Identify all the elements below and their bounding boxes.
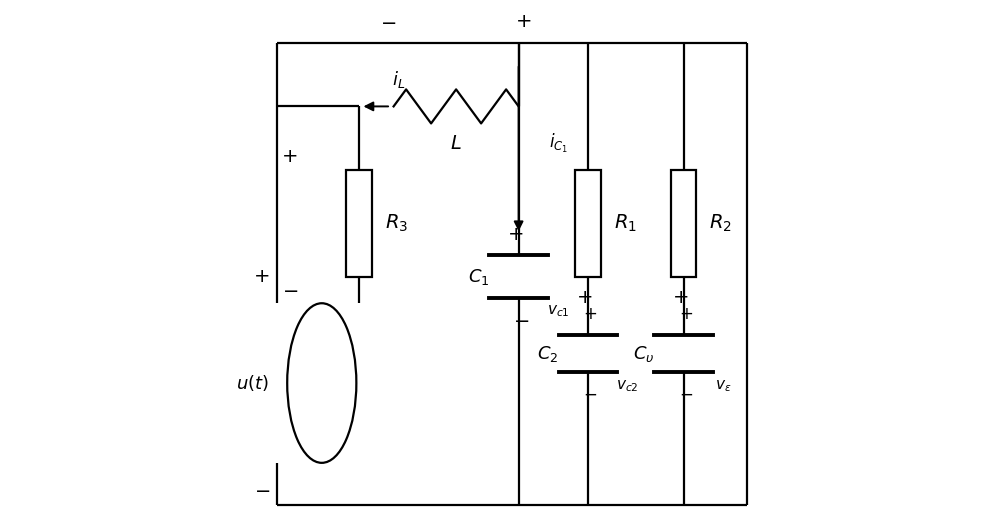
Text: $C_2$: $C_2$ (537, 344, 559, 364)
Text: $-$: $-$ (513, 310, 529, 329)
Bar (671, 170, 696, 277)
Text: +: + (516, 12, 532, 31)
Bar (575, 170, 601, 277)
Text: $v_{c2}$: $v_{c2}$ (616, 378, 639, 394)
Text: $v_{\varepsilon}$: $v_{\varepsilon}$ (715, 378, 732, 394)
Text: $v_{c1}$: $v_{c1}$ (547, 303, 570, 319)
Text: +: + (673, 288, 689, 307)
Text: $L$: $L$ (450, 134, 462, 153)
Text: $-$: $-$ (380, 12, 396, 31)
Text: +: + (577, 288, 593, 307)
Text: +: + (253, 267, 270, 286)
Text: +: + (508, 225, 524, 244)
Text: $-$: $-$ (254, 480, 270, 499)
Text: $-$: $-$ (583, 385, 598, 403)
Text: $R_2$: $R_2$ (709, 213, 732, 234)
Text: $i_L$: $i_L$ (392, 69, 406, 90)
Text: +: + (282, 147, 298, 167)
Text: $C_1$: $C_1$ (468, 267, 489, 287)
Text: +: + (584, 305, 597, 323)
Text: $-$: $-$ (282, 280, 298, 300)
Bar (346, 170, 372, 277)
Text: +: + (679, 305, 693, 323)
Text: $C_{\upsilon}$: $C_{\upsilon}$ (633, 344, 654, 364)
Text: $i_{C_1}$: $i_{C_1}$ (549, 132, 568, 155)
Text: $R_1$: $R_1$ (614, 213, 636, 234)
Text: $R_3$: $R_3$ (385, 213, 408, 234)
Text: $u(t)$: $u(t)$ (236, 373, 269, 393)
Text: $-$: $-$ (679, 385, 693, 403)
